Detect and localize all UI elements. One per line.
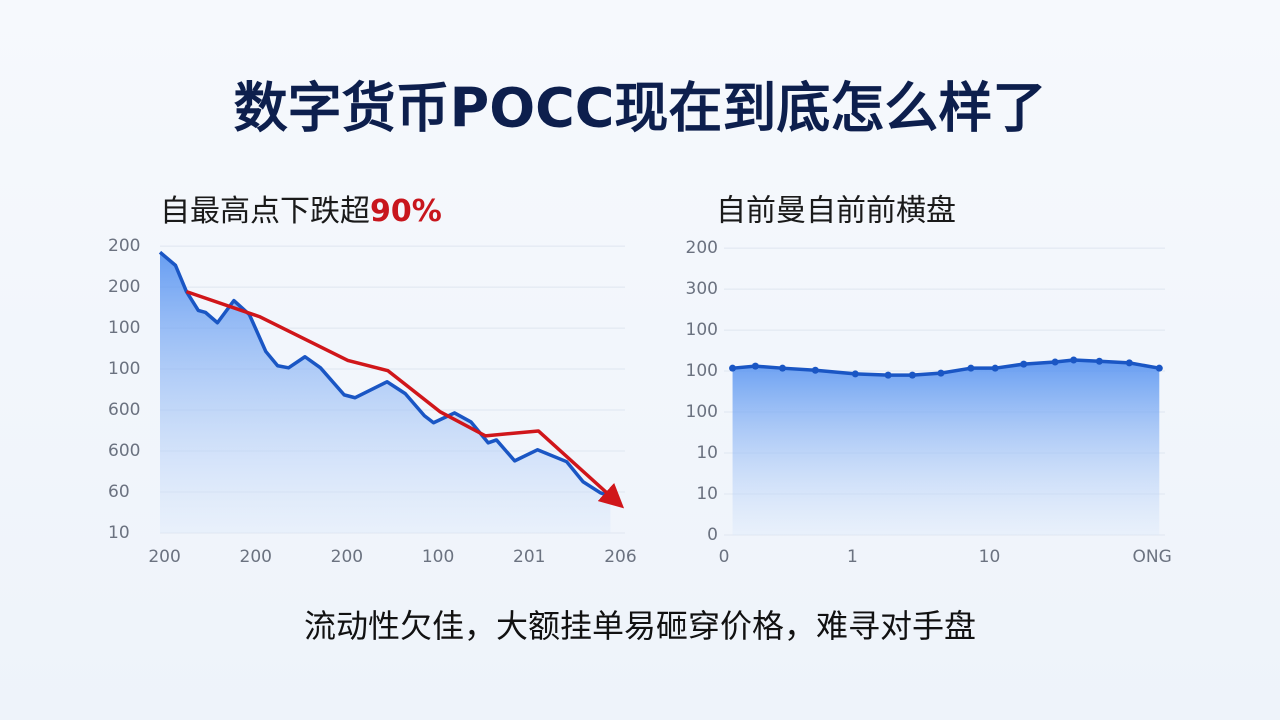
point	[751, 362, 759, 370]
point	[908, 371, 916, 379]
x-tick-label: 10	[979, 547, 1001, 567]
point	[884, 371, 892, 379]
chart-title-text: 自最高点下跌超	[160, 194, 370, 229]
y-tick-label: 10	[108, 523, 130, 543]
line	[185, 289, 625, 509]
y-tick-label: 100	[686, 320, 718, 340]
caption: 流动性欠佳，大额挂单易砸穿价格，难寻对手盘	[304, 607, 976, 645]
x-tick-label: 206	[604, 547, 636, 567]
x-tick-label: 201	[513, 547, 545, 567]
x-tick-label: 200	[240, 547, 272, 567]
y-tick-label: 200	[108, 236, 140, 256]
point	[729, 364, 737, 372]
point	[811, 366, 819, 374]
y-tick-label: 200	[686, 238, 718, 258]
x-tick-label: 200	[331, 547, 363, 567]
y-tick-label: 600	[108, 400, 140, 420]
area	[732, 359, 1160, 535]
point	[1070, 356, 1078, 364]
y-tick-label: 100	[686, 402, 718, 422]
y-tick-label: 300	[686, 279, 718, 299]
y-tick-label: 100	[108, 359, 140, 379]
x-tick-label: 0	[719, 547, 730, 567]
y-tick-label: 10	[696, 443, 718, 463]
area	[160, 252, 611, 534]
point	[1095, 357, 1103, 365]
point	[937, 369, 945, 377]
x-tick-label: 100	[422, 547, 454, 567]
point	[779, 364, 787, 372]
point	[1020, 360, 1028, 368]
y-tick-label: 100	[108, 318, 140, 338]
chart-title-highlight: 90%	[370, 194, 442, 229]
x-tick-label: ONG	[1133, 547, 1172, 567]
point	[991, 364, 999, 372]
point	[851, 370, 859, 378]
point	[1155, 364, 1163, 372]
y-tick-label: 0	[707, 525, 718, 545]
y-tick-label: 100	[686, 361, 718, 381]
point	[1051, 358, 1059, 366]
page-title: 数字货币POCC现在到底怎么样了	[234, 77, 1047, 140]
y-tick-label: 60	[108, 482, 130, 502]
x-tick-label: 1	[847, 547, 858, 567]
chart-title: 自前曼自前前横盘	[716, 194, 956, 229]
point	[1125, 359, 1133, 367]
y-tick-label: 600	[108, 441, 140, 461]
chart-title: 自最高点下跌超90%	[160, 194, 442, 229]
line	[158, 250, 611, 498]
y-tick-label: 10	[696, 484, 718, 504]
x-tick-label: 200	[148, 547, 180, 567]
y-tick-label: 200	[108, 277, 140, 297]
line	[732, 358, 1160, 377]
point	[967, 364, 975, 372]
